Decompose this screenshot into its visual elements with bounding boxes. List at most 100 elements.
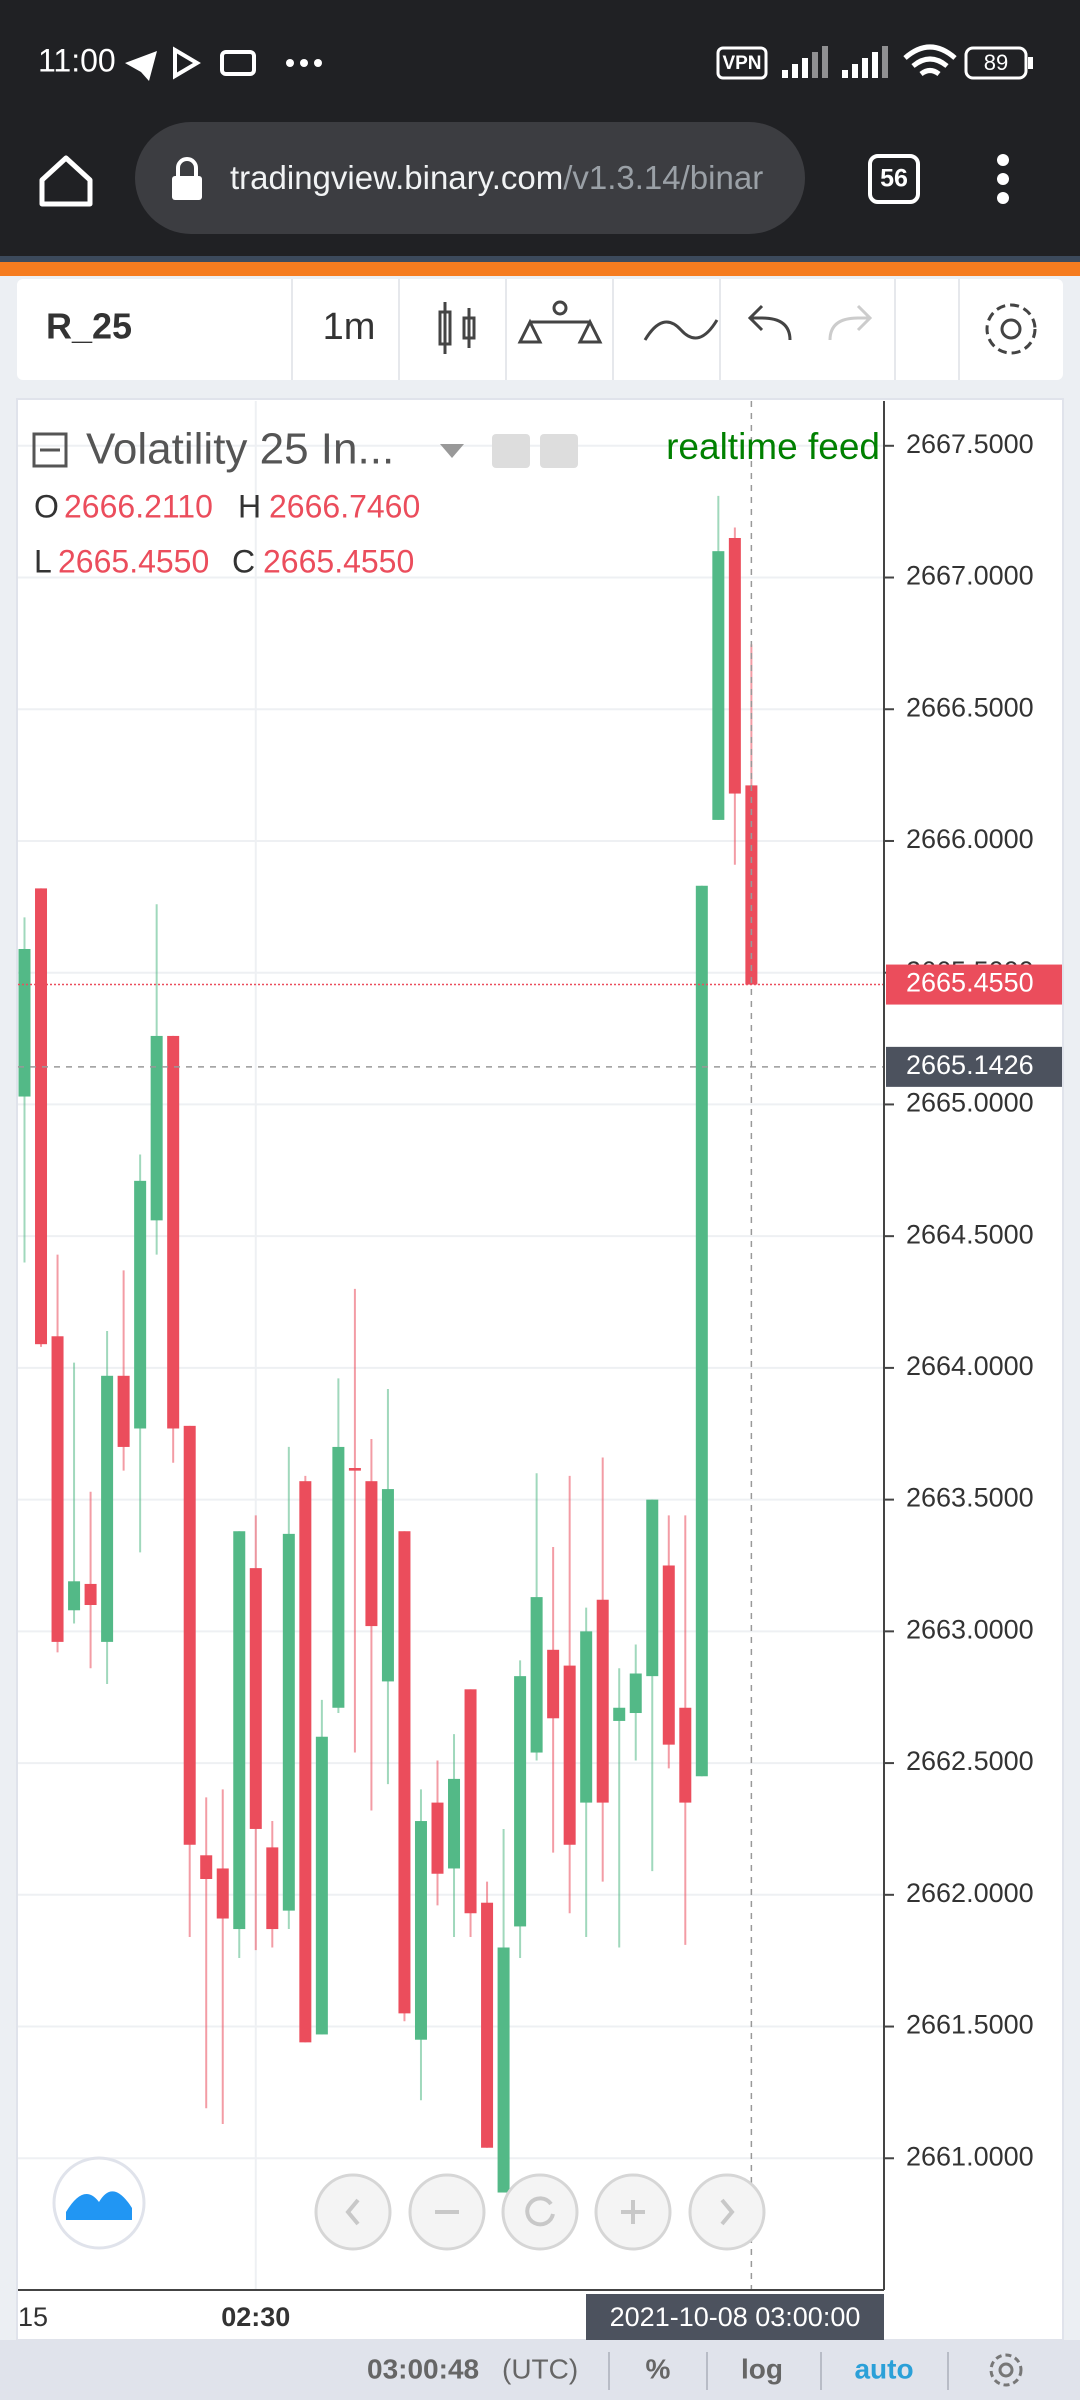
feed-status: realtime feed [666,426,880,467]
ohlc-value: 2665.4550 [58,543,209,579]
y-tick-label: 2662.5000 [906,1746,1034,1776]
candle-body [431,1802,444,1874]
candle-body [101,1375,114,1642]
candle-body [299,1481,312,2043]
y-tick-label: 2664.0000 [906,1351,1034,1381]
bar-settings[interactable] [989,2353,1023,2387]
nav-glyphs [345,2196,735,2227]
logo [66,2191,132,2220]
candle-body [679,1707,692,1803]
settings-button[interactable] [985,303,1037,355]
candle-body [497,1947,510,2193]
y-tick-label: 2667.5000 [906,429,1034,459]
candle-body [348,1468,361,1471]
toolbar-dividers [291,279,960,380]
bar-dividers [608,2352,949,2390]
clock: 11:00 [38,42,116,78]
nav-buttons [314,2173,766,2251]
tab-switcher[interactable] [868,154,920,204]
candle-body [266,1847,279,1930]
telegram-icon [125,51,157,81]
candle-body [18,948,31,1097]
chart-type-button[interactable] [438,302,476,354]
chart-panel [16,398,1064,2341]
legend-settings-button[interactable] [540,434,578,468]
play-icon [173,46,201,80]
symbol[interactable]: R_25 [46,306,132,347]
undo-button[interactable] [747,304,792,341]
candle-body [728,537,741,794]
candle-body [249,1568,262,1829]
wifi-icon [903,44,957,77]
candle-body [613,1707,626,1721]
candle-body [662,1565,675,1745]
vpn-box [716,46,768,80]
url-bar[interactable] [135,122,805,234]
candle-body [596,1599,609,1803]
more-dots [286,59,322,67]
candle-body [84,1583,97,1606]
redo-button[interactable] [828,304,873,341]
candle-body [530,1597,543,1753]
candle-body [68,1581,81,1611]
candle-body [514,1676,527,1927]
collapse-button[interactable] [32,432,68,468]
url-host: tradingview.binary.com [230,159,563,196]
timezone: (UTC) [502,2353,578,2384]
candle-body [200,1855,213,1880]
candle-body [712,551,725,820]
menu-button[interactable] [997,154,1009,204]
candle-body [315,1736,328,2035]
candle-body [563,1665,576,1845]
auto-toggle[interactable]: auto [854,2353,913,2384]
ohlc-label: H [238,488,261,524]
y-tick-label: 2661.0000 [906,2141,1034,2171]
home-button[interactable] [39,155,93,207]
candle-body [282,1533,295,1911]
candle-body [381,1489,394,1682]
legend-title: Volatility 25 In... [86,425,394,474]
candle-body [51,1336,64,1642]
crosshair-time-label: 2021-10-08 03:00:00 [610,2302,861,2332]
last-price-tag [886,964,1062,1005]
indicators-button[interactable] [517,300,603,344]
y-tick-label: 2666.0000 [906,824,1034,854]
candle-body [167,1035,180,1429]
y-tick-label: 2665.0000 [906,1088,1034,1118]
candle-body [448,1778,461,1869]
candle-body [398,1531,411,2014]
bottom-bar [0,2340,1080,2400]
ohlc-value: 2665.4550 [263,543,414,579]
y-tick-label: 2664.5000 [906,1219,1034,1249]
log-toggle[interactable]: log [741,2353,783,2384]
ohlc-label: L [34,543,52,579]
crosshair-price-tag [886,1046,1062,1087]
legend-dropdown[interactable] [440,444,464,458]
crosshair-price-label: 2665.1426 [906,1050,1034,1080]
crosshair-time-tag [586,2294,884,2340]
battery-tip [1028,57,1033,69]
scroll-left[interactable] [314,2173,392,2251]
accent-line [0,262,1080,276]
interval[interactable]: 1m [323,306,376,348]
candle-body [216,1868,229,1919]
y-tick-label: 2662.0000 [906,1878,1034,1908]
ohlc-label: C [232,543,255,579]
scroll-right[interactable] [688,2173,766,2251]
plot-clip [18,401,884,2290]
candle-body [695,885,708,1777]
drawing-button[interactable] [643,319,719,341]
last-price-label: 2665.4550 [906,968,1034,998]
visibility-button[interactable] [492,434,530,468]
percent-toggle[interactable]: % [646,2353,671,2384]
server-time: 03:00:48 [367,2353,479,2384]
signal-icons [782,46,888,78]
candle-body [414,1821,427,2040]
candle-body [629,1673,642,1714]
tab-count: 56 [880,165,908,193]
lock-shackle [176,157,198,176]
reset[interactable] [501,2173,579,2251]
ohlc-value: 2666.7460 [269,488,420,524]
